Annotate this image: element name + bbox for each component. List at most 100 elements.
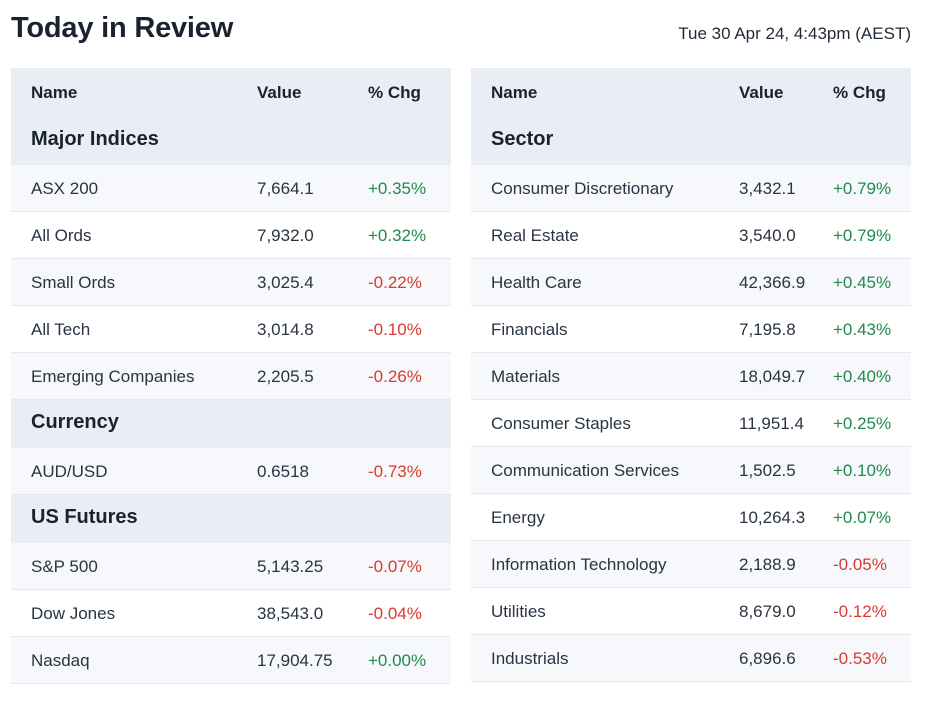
row-value: 3,025.4 bbox=[257, 273, 314, 292]
sector-table: Name Value % Chg Sector Consumer Discreti… bbox=[471, 68, 911, 682]
row-change: -0.05% bbox=[833, 555, 887, 574]
row-value: 3,014.8 bbox=[257, 320, 314, 339]
row-name[interactable]: Information Technology bbox=[491, 555, 667, 574]
row-value: 18,049.7 bbox=[739, 367, 806, 386]
table-row[interactable]: Dow Jones 38,543.0 -0.04% bbox=[11, 590, 451, 637]
indices-table: Name Value % Chg Major Indices ASX 200 7,6… bbox=[11, 68, 451, 684]
row-value: 1,502.5 bbox=[739, 461, 796, 480]
row-change: -0.07% bbox=[368, 557, 422, 576]
row-value: 8,679.0 bbox=[739, 602, 796, 621]
table-row[interactable]: ASX 200 7,664.1 +0.35% bbox=[11, 165, 451, 212]
row-change: +0.79% bbox=[833, 226, 892, 245]
row-name[interactable]: AUD/USD bbox=[31, 462, 108, 481]
row-value: 0.6518 bbox=[257, 462, 309, 481]
row-change: +0.07% bbox=[833, 508, 892, 527]
row-value: 2,205.5 bbox=[257, 367, 314, 386]
table-row[interactable]: Small Ords 3,025.4 -0.22% bbox=[11, 259, 451, 306]
row-value: 6,896.6 bbox=[739, 649, 796, 668]
row-value: 42,366.9 bbox=[739, 273, 806, 292]
row-change: +0.40% bbox=[833, 367, 892, 386]
row-value: 17,904.75 bbox=[257, 651, 333, 670]
row-change: -0.26% bbox=[368, 367, 422, 386]
row-name[interactable]: Consumer Discretionary bbox=[491, 179, 674, 198]
table-row[interactable]: Materials 18,049.7 +0.40% bbox=[471, 353, 911, 400]
section-header: Major Indices bbox=[11, 117, 451, 165]
table-row[interactable]: Health Care 42,366.9 +0.45% bbox=[471, 259, 911, 306]
row-value: 11,951.4 bbox=[739, 414, 804, 433]
row-value: 7,195.8 bbox=[739, 320, 796, 339]
row-change: +0.45% bbox=[833, 273, 892, 292]
row-change: -0.04% bbox=[368, 604, 422, 623]
table-row[interactable]: Financials 7,195.8 +0.43% bbox=[471, 306, 911, 353]
row-change: +0.43% bbox=[833, 320, 892, 339]
row-name[interactable]: Dow Jones bbox=[31, 604, 116, 623]
table-row[interactable]: Industrials 6,896.6 -0.53% bbox=[471, 635, 911, 682]
row-name[interactable]: Emerging Companies bbox=[31, 367, 195, 386]
column-header-value[interactable]: Value bbox=[257, 83, 302, 102]
table-header: Name Value % Chg bbox=[471, 68, 911, 117]
row-name[interactable]: S&P 500 bbox=[31, 557, 98, 576]
table-header: Name Value % Chg bbox=[11, 68, 451, 117]
table-row[interactable]: Real Estate 3,540.0 +0.79% bbox=[471, 212, 911, 259]
row-name[interactable]: All Ords bbox=[31, 226, 92, 245]
row-value: 3,432.1 bbox=[739, 179, 796, 198]
row-value: 3,540.0 bbox=[739, 226, 796, 245]
table-row[interactable]: Energy 10,264.3 +0.07% bbox=[471, 494, 911, 541]
table-row[interactable]: S&P 500 5,143.25 -0.07% bbox=[11, 543, 451, 590]
table-row[interactable]: Information Technology 2,188.9 -0.05% bbox=[471, 541, 911, 588]
section-title: Sector bbox=[491, 128, 554, 150]
page-title: Today in Review bbox=[11, 12, 234, 44]
table-row[interactable]: All Tech 3,014.8 -0.10% bbox=[11, 306, 451, 353]
column-header-change[interactable]: % Chg bbox=[833, 83, 886, 102]
row-change: +0.00% bbox=[368, 651, 427, 670]
table-row[interactable]: AUD/USD 0.6518 -0.73% bbox=[11, 448, 451, 495]
row-name[interactable]: Communication Services bbox=[491, 461, 680, 480]
row-name[interactable]: Health Care bbox=[491, 273, 582, 292]
row-name[interactable]: Nasdaq bbox=[31, 651, 90, 670]
row-change: -0.22% bbox=[368, 273, 422, 292]
row-name[interactable]: Utilities bbox=[491, 602, 546, 621]
row-value: 7,664.1 bbox=[257, 179, 314, 198]
row-name[interactable]: Energy bbox=[491, 508, 545, 527]
row-change: -0.73% bbox=[368, 462, 422, 481]
section-title: US Futures bbox=[31, 506, 138, 528]
table-row[interactable]: Utilities 8,679.0 -0.12% bbox=[471, 588, 911, 635]
row-name[interactable]: Real Estate bbox=[491, 226, 579, 245]
row-value: 10,264.3 bbox=[739, 508, 806, 527]
row-change: -0.12% bbox=[833, 602, 887, 621]
row-name[interactable]: All Tech bbox=[31, 320, 91, 339]
table-row[interactable]: Consumer Staples 11,951.4 +0.25% bbox=[471, 400, 911, 447]
row-name[interactable]: ASX 200 bbox=[31, 179, 99, 198]
section-header: Currency bbox=[11, 400, 451, 448]
section-header: Sector bbox=[471, 117, 911, 165]
row-name[interactable]: Materials bbox=[491, 367, 560, 386]
column-header-name[interactable]: Name bbox=[491, 83, 538, 102]
column-header-change[interactable]: % Chg bbox=[368, 83, 421, 102]
row-name[interactable]: Industrials bbox=[491, 649, 569, 668]
row-change: +0.25% bbox=[833, 414, 892, 433]
row-name[interactable]: Financials bbox=[491, 320, 568, 339]
row-name[interactable]: Small Ords bbox=[31, 273, 116, 292]
row-change: +0.35% bbox=[368, 179, 427, 198]
table-row[interactable]: Communication Services 1,502.5 +0.10% bbox=[471, 447, 911, 494]
row-value: 2,188.9 bbox=[739, 555, 796, 574]
column-header-name[interactable]: Name bbox=[31, 83, 78, 102]
section-header: US Futures bbox=[11, 495, 451, 543]
row-value: 7,932.0 bbox=[257, 226, 314, 245]
table-row[interactable]: All Ords 7,932.0 +0.32% bbox=[11, 212, 451, 259]
row-change: -0.10% bbox=[368, 320, 422, 339]
row-change: +0.32% bbox=[368, 226, 427, 245]
row-value: 38,543.0 bbox=[257, 604, 324, 623]
section-title: Major Indices bbox=[31, 128, 159, 150]
table-row[interactable]: Emerging Companies 2,205.5 -0.26% bbox=[11, 353, 451, 400]
table-row[interactable]: Nasdaq 17,904.75 +0.00% bbox=[11, 637, 451, 684]
section-title: Currency bbox=[31, 411, 119, 433]
table-row[interactable]: Consumer Discretionary 3,432.1 +0.79% bbox=[471, 165, 911, 212]
row-change: +0.10% bbox=[833, 461, 892, 480]
row-change: -0.53% bbox=[833, 649, 887, 668]
row-name[interactable]: Consumer Staples bbox=[491, 414, 631, 433]
column-header-value[interactable]: Value bbox=[739, 83, 784, 102]
row-change: +0.79% bbox=[833, 179, 892, 198]
timestamp: Tue 30 Apr 24, 4:43pm (AEST) bbox=[678, 24, 911, 43]
row-value: 5,143.25 bbox=[257, 557, 324, 576]
